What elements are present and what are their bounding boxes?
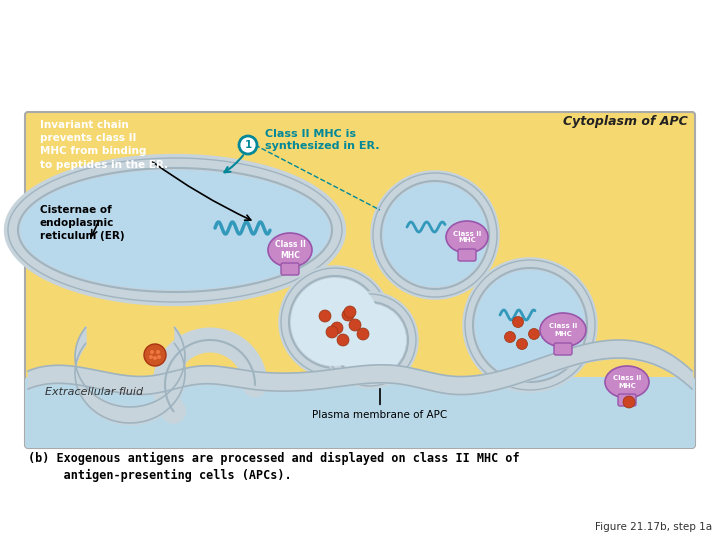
Circle shape (239, 136, 257, 154)
Circle shape (150, 350, 154, 354)
Circle shape (157, 355, 161, 359)
Ellipse shape (605, 366, 649, 398)
Circle shape (291, 278, 379, 366)
Text: Cytoplasm of APC: Cytoplasm of APC (563, 115, 688, 128)
Circle shape (475, 270, 585, 380)
Ellipse shape (268, 233, 312, 267)
Circle shape (153, 356, 157, 360)
Circle shape (156, 350, 160, 354)
Text: Class II
MHC: Class II MHC (453, 231, 481, 244)
Circle shape (334, 304, 406, 376)
FancyBboxPatch shape (25, 112, 695, 448)
Circle shape (326, 326, 338, 338)
Circle shape (331, 322, 343, 334)
Text: Plasma membrane of APC: Plasma membrane of APC (312, 389, 448, 420)
Text: Figure 21.17b, step 1a: Figure 21.17b, step 1a (595, 522, 712, 532)
Ellipse shape (446, 221, 488, 253)
Circle shape (505, 332, 516, 342)
Circle shape (344, 306, 356, 318)
Text: Class II MHC is
synthesized in ER.: Class II MHC is synthesized in ER. (265, 129, 379, 151)
Ellipse shape (540, 313, 586, 347)
Circle shape (357, 328, 369, 340)
FancyBboxPatch shape (554, 343, 572, 355)
Circle shape (349, 319, 361, 331)
Text: Invariant chain
prevents class II
MHC from binding
to peptides in the ER.: Invariant chain prevents class II MHC fr… (40, 120, 168, 170)
Circle shape (513, 316, 523, 327)
Text: Class II
MHC: Class II MHC (613, 375, 641, 388)
Circle shape (144, 344, 166, 366)
FancyBboxPatch shape (618, 394, 636, 406)
Circle shape (528, 328, 539, 340)
Circle shape (319, 310, 331, 322)
Text: Cisternae of
endoplasmic
reticulum (ER): Cisternae of endoplasmic reticulum (ER) (40, 205, 125, 241)
FancyBboxPatch shape (25, 377, 695, 448)
Text: Class II
MHC: Class II MHC (549, 323, 577, 336)
Text: 1: 1 (244, 140, 251, 150)
FancyBboxPatch shape (281, 263, 299, 275)
Circle shape (623, 396, 635, 408)
Circle shape (342, 309, 354, 321)
Text: Class II
MHC: Class II MHC (274, 240, 305, 260)
Text: Extracellular fluid: Extracellular fluid (45, 387, 143, 397)
Text: (b) Exogenous antigens are processed and displayed on class II MHC of
     antig: (b) Exogenous antigens are processed and… (28, 452, 520, 482)
Polygon shape (20, 170, 330, 290)
Circle shape (383, 183, 487, 287)
FancyBboxPatch shape (458, 249, 476, 261)
Circle shape (516, 339, 528, 349)
Circle shape (337, 334, 349, 346)
Circle shape (149, 355, 153, 359)
